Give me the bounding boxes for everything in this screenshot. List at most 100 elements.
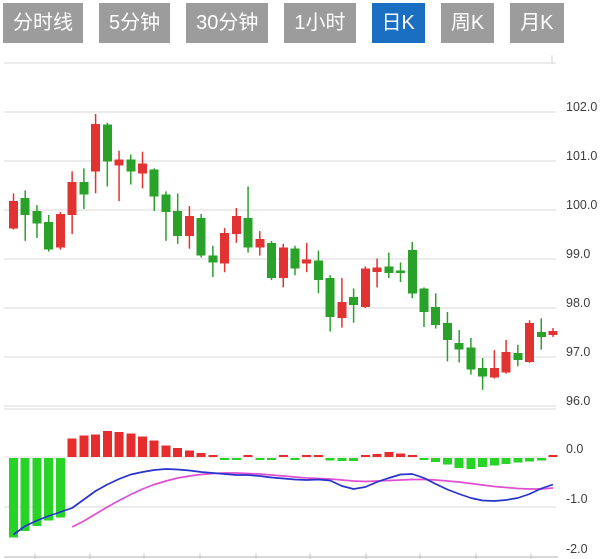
macd-hist-bar [55, 458, 65, 518]
candle-body [67, 182, 77, 215]
macd-hist-bar [231, 458, 241, 460]
candle-body [513, 353, 523, 360]
price-tick-label: 96.0 [566, 394, 590, 408]
tab-time-line[interactable]: 分时线 [3, 3, 83, 43]
macd-hist-bar [360, 455, 370, 457]
macd-hist-bar [431, 458, 441, 462]
macd-hist-bar [149, 440, 159, 457]
price-tick-label: 102.0 [566, 100, 597, 114]
price-tick-label: 101.0 [566, 149, 597, 163]
candle-body [431, 307, 441, 326]
macd-hist-bar [79, 435, 89, 457]
macd-hist-bar [20, 458, 30, 531]
macd-hist-bar [102, 431, 112, 457]
macd-hist-bar [454, 458, 464, 468]
macd-hist-bar [313, 455, 323, 457]
candle-body [278, 247, 288, 279]
macd-hist-bar [290, 458, 300, 460]
candle-body [407, 250, 417, 294]
macd-hist-bar [419, 458, 429, 460]
macd-hist-bar [407, 455, 417, 457]
candle-body [442, 323, 452, 340]
price-tick-label: 100.0 [566, 198, 597, 212]
candle-body [20, 198, 30, 215]
macd-tick-label: -1.0 [566, 492, 588, 506]
candle-body [220, 233, 230, 264]
tab-5min[interactable]: 5分钟 [99, 3, 171, 43]
macd-hist-bar [548, 455, 558, 457]
macd-hist-bar [67, 438, 77, 457]
candle-body [255, 238, 265, 248]
tab-monthly-k[interactable]: 月K [510, 3, 564, 43]
candle-body [55, 213, 65, 248]
macd-hist-bar [208, 455, 218, 457]
candle-body [349, 297, 359, 306]
candle-body [161, 194, 171, 212]
candle-body [325, 278, 335, 317]
candle-body [548, 331, 558, 335]
macd-hist-bar [161, 445, 171, 457]
macd-hist-bar [525, 458, 535, 462]
macd-hist-bar [243, 455, 253, 457]
macd-hist-bar [536, 458, 546, 461]
candle-body [313, 260, 323, 281]
candle-body [466, 347, 476, 370]
macd-hist-bar [267, 458, 277, 460]
candle-body [196, 217, 206, 256]
dif-line [13, 468, 554, 536]
macd-hist-bar [278, 455, 288, 457]
candle-body [184, 215, 194, 236]
tab-weekly-k[interactable]: 周K [440, 3, 495, 43]
price-tick-label: 97.0 [566, 345, 590, 359]
macd-hist-bar [32, 458, 42, 526]
dea-line [71, 472, 554, 528]
macd-hist-bar [466, 458, 476, 469]
axis-labels: 102.0 101.0 100.0 99.0 98.0 97.0 96.0 0.0 -1.0 -2… [566, 100, 597, 556]
candle-body [79, 182, 89, 195]
candle-body [114, 159, 124, 166]
candle-body [372, 267, 382, 273]
candle-body [360, 268, 370, 308]
candle-body [337, 302, 347, 318]
candle-body [32, 210, 42, 224]
candle-body [290, 248, 300, 269]
candle-body [302, 259, 312, 264]
macd-hist-bar [513, 458, 523, 463]
candle-body [102, 124, 112, 162]
macd-hist-bar [255, 458, 265, 460]
candle-body [231, 215, 241, 235]
candle-body [9, 201, 18, 229]
macd-hist-bar [9, 458, 18, 538]
candle-body [173, 210, 183, 236]
macd-hist-bar [91, 434, 101, 457]
candle-body [243, 217, 253, 248]
macd-hist-bar [114, 432, 124, 457]
macd-hist-bar [173, 448, 183, 457]
candle-body [267, 242, 277, 279]
tab-daily-k[interactable]: 日K [371, 3, 425, 43]
macd-hist-bar [138, 436, 148, 457]
macd-hist-bar [489, 458, 499, 466]
macd-hist-bar [325, 458, 335, 461]
macd-hist-bar [501, 458, 511, 464]
macd-hist-bar [126, 433, 136, 457]
tab-30min[interactable]: 30分钟 [186, 3, 269, 43]
candle-body [384, 266, 394, 274]
tab-1hour[interactable]: 1小时 [284, 3, 356, 43]
macd-hist-bar [337, 458, 347, 461]
price-tick-label: 98.0 [566, 296, 590, 310]
price-tick-label: 99.0 [566, 247, 590, 261]
candle-body [396, 270, 406, 274]
macd-hist-bar [44, 458, 54, 521]
candle-body [536, 332, 546, 337]
macd-hist-bar [384, 452, 394, 457]
candle-body [44, 221, 54, 250]
macd-hist-bar [349, 458, 359, 461]
macd-hist-bar [372, 454, 382, 457]
macd-hist-bar [184, 450, 194, 457]
candles-layer [9, 113, 558, 390]
candle-body [149, 169, 159, 197]
candle-body [138, 163, 148, 174]
candle-body [419, 288, 429, 312]
